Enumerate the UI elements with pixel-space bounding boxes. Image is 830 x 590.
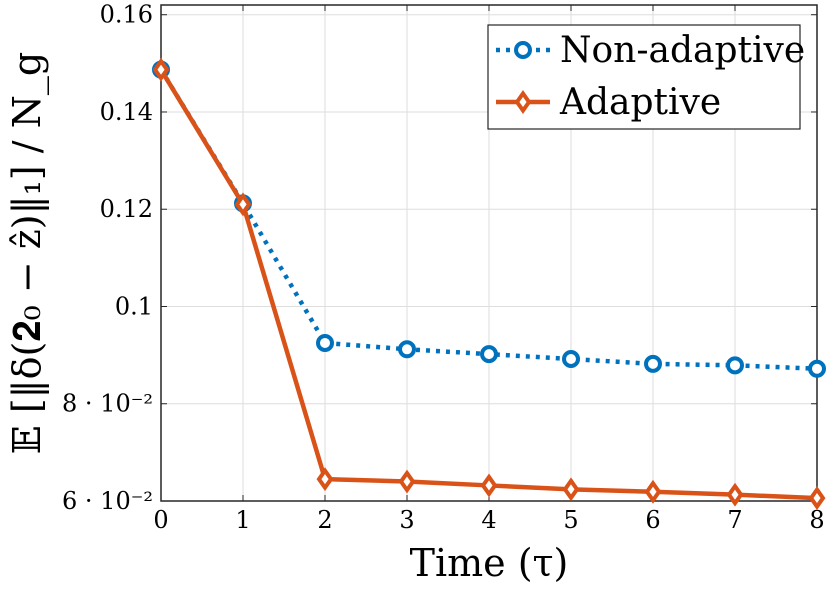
data-point xyxy=(562,350,580,369)
legend-marker xyxy=(514,90,532,114)
x-tick-label: 0 xyxy=(153,506,168,534)
data-point xyxy=(644,479,662,504)
data-point xyxy=(808,486,826,511)
y-axis-ticks: 6 · 10⁻² 8 · 10⁻² 0.1 0.12 0.14 0.16 xyxy=(62,1,817,515)
data-point xyxy=(480,473,498,498)
y-tick-label: 6 · 10⁻² xyxy=(62,487,153,515)
x-tick-label: 3 xyxy=(399,506,414,534)
x-tick-label: 4 xyxy=(481,506,496,534)
y-tick-label: 8 · 10⁻² xyxy=(62,390,153,418)
y-axis-label: 𝔼 [‖δ(𝟐₀ − ẑ)‖₁] / N_g xyxy=(5,52,50,454)
x-axis-ticks: 0 1 2 3 4 5 6 7 8 xyxy=(153,5,825,534)
data-point xyxy=(808,359,826,378)
data-point xyxy=(316,333,334,352)
data-point xyxy=(234,192,252,217)
data-point xyxy=(726,356,744,375)
data-point xyxy=(644,354,662,373)
x-tick-label: 2 xyxy=(317,506,332,534)
x-tick-label: 6 xyxy=(645,506,660,534)
x-axis-label: Time (τ) xyxy=(410,541,569,585)
legend-box xyxy=(487,24,801,130)
series-adaptive xyxy=(152,57,826,511)
data-point xyxy=(152,57,170,82)
y-tick-label: 0.12 xyxy=(100,195,153,223)
data-point xyxy=(398,340,416,359)
y-tick-label: 0.1 xyxy=(115,292,153,320)
y-tick-label: 0.16 xyxy=(100,1,153,29)
data-point xyxy=(480,345,498,364)
data-point xyxy=(562,477,580,502)
x-tick-label: 1 xyxy=(235,506,250,534)
x-tick-label: 8 xyxy=(809,506,824,534)
data-point xyxy=(726,482,744,507)
data-point xyxy=(398,469,416,494)
data-point xyxy=(316,467,334,492)
x-tick-label: 7 xyxy=(727,506,742,534)
legend-marker xyxy=(514,41,532,59)
legend-label: Adaptive xyxy=(559,82,721,123)
legend: Non-adaptive Adaptive xyxy=(487,24,805,130)
series-layer xyxy=(152,57,826,511)
legend-label: Non-adaptive xyxy=(560,30,805,71)
x-tick-label: 5 xyxy=(563,506,578,534)
y-tick-label: 0.14 xyxy=(100,98,153,126)
